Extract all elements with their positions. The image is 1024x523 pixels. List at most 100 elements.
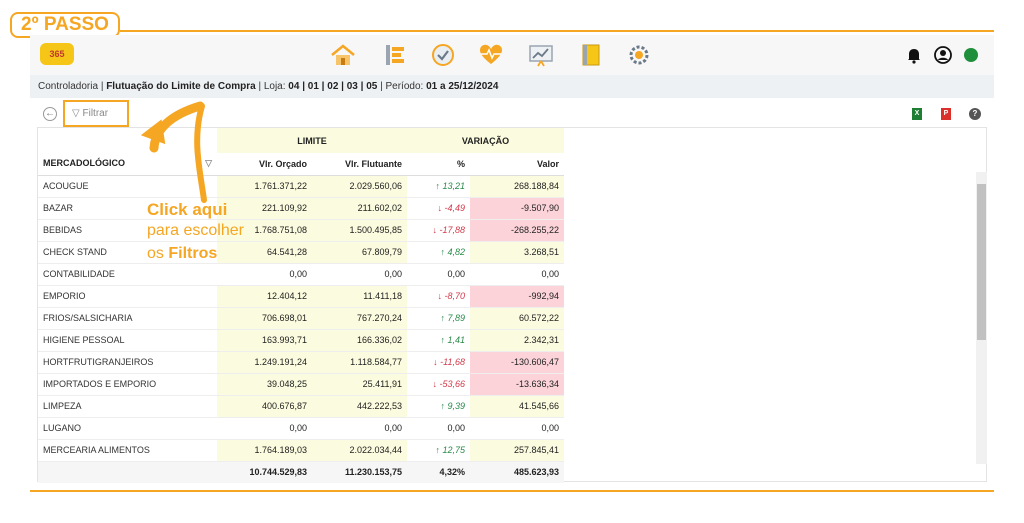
bell-icon[interactable] <box>904 45 924 65</box>
limite-header: LIMITE <box>217 128 407 153</box>
table-row[interactable]: FRIOS/SALSICHARIA 706.698,01 767.270,24 ↑ 7… <box>38 307 564 330</box>
row-orcado: 1.249.191,24 <box>217 351 312 374</box>
list-icon[interactable] <box>380 40 410 70</box>
row-name: HORTFRUTIGRANJEIROS <box>38 351 217 374</box>
table-row[interactable]: MERCEARIA ALIMENTOS 1.764.189,03 2.022.034… <box>38 439 564 462</box>
row-orcado: 0,00 <box>217 263 312 286</box>
table-row[interactable]: CHECK STAND 64.541,28 67.809,79 ↑ 4,82 3.268… <box>38 241 564 264</box>
vlr-orcado-header[interactable]: Vlr. Orçado <box>217 153 312 176</box>
table-row[interactable]: BAZAR 221.109,92 211.602,02 ↓ -4,49 -9.507,9… <box>38 197 564 220</box>
row-name: LUGANO <box>38 417 217 440</box>
table-row[interactable]: HIGIENE PESSOAL 163.993,71 166.336,02 ↑ 1,4… <box>38 329 564 352</box>
row-valor: 60.572,22 <box>470 307 564 330</box>
row-name: CONTABILIDADE <box>38 263 217 286</box>
status-indicator <box>964 48 978 62</box>
row-flutuante: 767.270,24 <box>312 307 407 330</box>
row-pct: ↑ 13,21 <box>407 175 470 198</box>
scrollbar-thumb[interactable] <box>977 184 986 340</box>
row-valor: 268.188,84 <box>470 175 564 198</box>
row-orcado: 163.993,71 <box>217 329 312 352</box>
row-flutuante: 211.602,02 <box>312 197 407 220</box>
pdf-export-icon[interactable]: P <box>941 108 951 120</box>
row-orcado: 1.764.189,03 <box>217 439 312 462</box>
check-circle-icon[interactable] <box>428 40 458 70</box>
step-badge: 2º PASSO <box>10 12 120 38</box>
back-icon[interactable]: ← <box>43 107 57 121</box>
table-row[interactable]: BEBIDAS 1.768.751,08 1.500.495,85 ↓ -17,88-… <box>38 219 564 242</box>
excel-export-icon[interactable]: X <box>912 108 922 120</box>
row-orcado: 400.676,87 <box>217 395 312 418</box>
total-pct: 4,32% <box>407 460 470 483</box>
table-row[interactable]: LUGANO 0,00 0,00 0,00 0,00 <box>38 417 564 440</box>
row-name: BEBIDAS <box>38 219 217 242</box>
row-flutuante: 442.222,53 <box>312 395 407 418</box>
row-orcado: 221.109,92 <box>217 197 312 220</box>
row-valor: 3.268,51 <box>470 241 564 264</box>
bottom-divider <box>30 490 994 492</box>
row-orcado: 706.698,01 <box>217 307 312 330</box>
row-orcado: 1.761.371,22 <box>217 175 312 198</box>
notebook-icon[interactable] <box>576 40 606 70</box>
row-pct: ↑ 4,82 <box>407 241 470 264</box>
page-title: Flutuação do Limite de Compra <box>106 81 256 92</box>
chart-board-icon[interactable] <box>526 40 556 70</box>
table-row[interactable]: HORTFRUTIGRANJEIROS 1.249.191,24 1.118.584… <box>38 351 564 374</box>
row-pct: ↓ -53,66 <box>407 373 470 396</box>
top-divider <box>120 30 994 32</box>
column-filter-icon[interactable]: ▽ <box>205 158 212 169</box>
row-pct: ↓ -11,68 <box>407 351 470 374</box>
table-row[interactable]: ACOUGUE 1.761.371,22 2.029.560,06 ↑ 13,21 26… <box>38 175 564 198</box>
row-pct: ↓ -8,70 <box>407 285 470 308</box>
row-flutuante: 2.022.034,44 <box>312 439 407 462</box>
breadcrumb: Controladoria | Flutuação do Limite de C… <box>30 75 994 98</box>
row-name: ACOUGUE <box>38 175 217 198</box>
home-icon[interactable] <box>328 40 358 70</box>
gear-cluster-icon[interactable] <box>624 40 654 70</box>
row-pct: ↓ -4,49 <box>407 197 470 220</box>
limit-table: LIMITE VARIAÇÃO MERCADOLÓGICO ▽ Vlr. Orça… <box>38 128 564 483</box>
row-valor: 0,00 <box>470 263 564 286</box>
pct-header[interactable]: % <box>407 153 470 176</box>
user-icon[interactable] <box>933 45 953 65</box>
row-orcado: 39.048,25 <box>217 373 312 396</box>
top-navbar: 365 <box>30 35 994 75</box>
total-flutuante: 11.230.153,75 <box>312 460 407 483</box>
valor-header[interactable]: Valor <box>470 153 564 176</box>
row-name: LIMPEZA <box>38 395 217 418</box>
row-name: BAZAR <box>38 197 217 220</box>
annotation-arrow-icon <box>140 101 207 203</box>
row-pct: ↑ 12,75 <box>407 439 470 462</box>
row-valor: -992,94 <box>470 285 564 308</box>
row-valor: -9.507,90 <box>470 197 564 220</box>
filter-button[interactable]: ▽ Filtrar <box>63 100 129 127</box>
table-row[interactable]: LIMPEZA 400.676,87 442.222,53 ↑ 9,39 41.545,… <box>38 395 564 418</box>
row-name: MERCEARIA ALIMENTOS <box>38 439 217 462</box>
variacao-header: VARIAÇÃO <box>407 128 564 153</box>
row-pct: ↑ 7,89 <box>407 307 470 330</box>
table-row[interactable]: EMPORIO 12.404,12 11.411,18 ↓ -8,70 -992,94 <box>38 285 564 308</box>
periodo-value: 01 a 25/12/2024 <box>426 81 499 92</box>
mercadologico-header[interactable]: MERCADOLÓGICO ▽ <box>38 153 217 176</box>
row-name: CHECK STAND <box>38 241 217 264</box>
table-row[interactable]: CONTABILIDADE 0,00 0,00 0,00 0,00 <box>38 263 564 286</box>
row-pct: ↑ 9,39 <box>407 395 470 418</box>
total-valor: 485.623,93 <box>470 460 564 483</box>
app-logo[interactable]: 365 <box>40 43 74 65</box>
heart-pulse-icon[interactable] <box>476 40 506 70</box>
row-flutuante: 1.500.495,85 <box>312 219 407 242</box>
table-row[interactable]: IMPORTADOS E EMPORIO 39.048,25 25.411,91 ↓ … <box>38 373 564 396</box>
row-flutuante: 2.029.560,06 <box>312 175 407 198</box>
row-flutuante: 1.118.584,77 <box>312 351 407 374</box>
help-icon[interactable]: ? <box>969 108 981 120</box>
loja-value: 04 | 01 | 02 | 03 | 05 <box>288 81 378 92</box>
vlr-flutuante-header[interactable]: Vlr. Flutuante <box>312 153 407 176</box>
row-flutuante: 11.411,18 <box>312 285 407 308</box>
row-valor: -130.606,47 <box>470 351 564 374</box>
row-orcado: 0,00 <box>217 417 312 440</box>
row-valor: -268.255,22 <box>470 219 564 242</box>
row-valor: -13.636,34 <box>470 373 564 396</box>
row-pct: ↓ -17,88 <box>407 219 470 242</box>
row-valor: 257.845,41 <box>470 439 564 462</box>
row-flutuante: 25.411,91 <box>312 373 407 396</box>
row-flutuante: 67.809,79 <box>312 241 407 264</box>
